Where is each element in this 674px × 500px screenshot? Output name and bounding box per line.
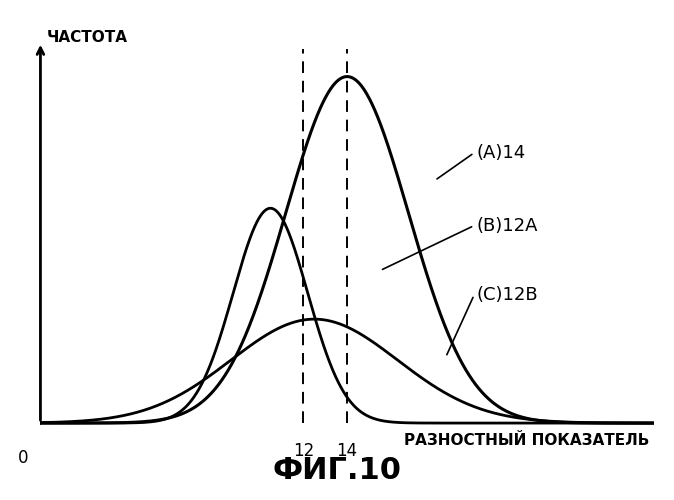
Text: ФИГ.10: ФИГ.10: [272, 456, 402, 485]
Text: 14: 14: [336, 442, 358, 460]
Text: 0: 0: [18, 449, 28, 467]
Text: РАЗНОСТНЫЙ ПОКАЗАТЕЛЬ: РАЗНОСТНЫЙ ПОКАЗАТЕЛЬ: [404, 434, 649, 448]
Text: (C)12B: (C)12B: [477, 286, 538, 304]
Text: ЧАСТОТА: ЧАСТОТА: [47, 30, 128, 46]
Text: (B)12A: (B)12A: [477, 216, 538, 234]
Text: 12: 12: [293, 442, 314, 460]
Text: (A)14: (A)14: [477, 144, 526, 162]
